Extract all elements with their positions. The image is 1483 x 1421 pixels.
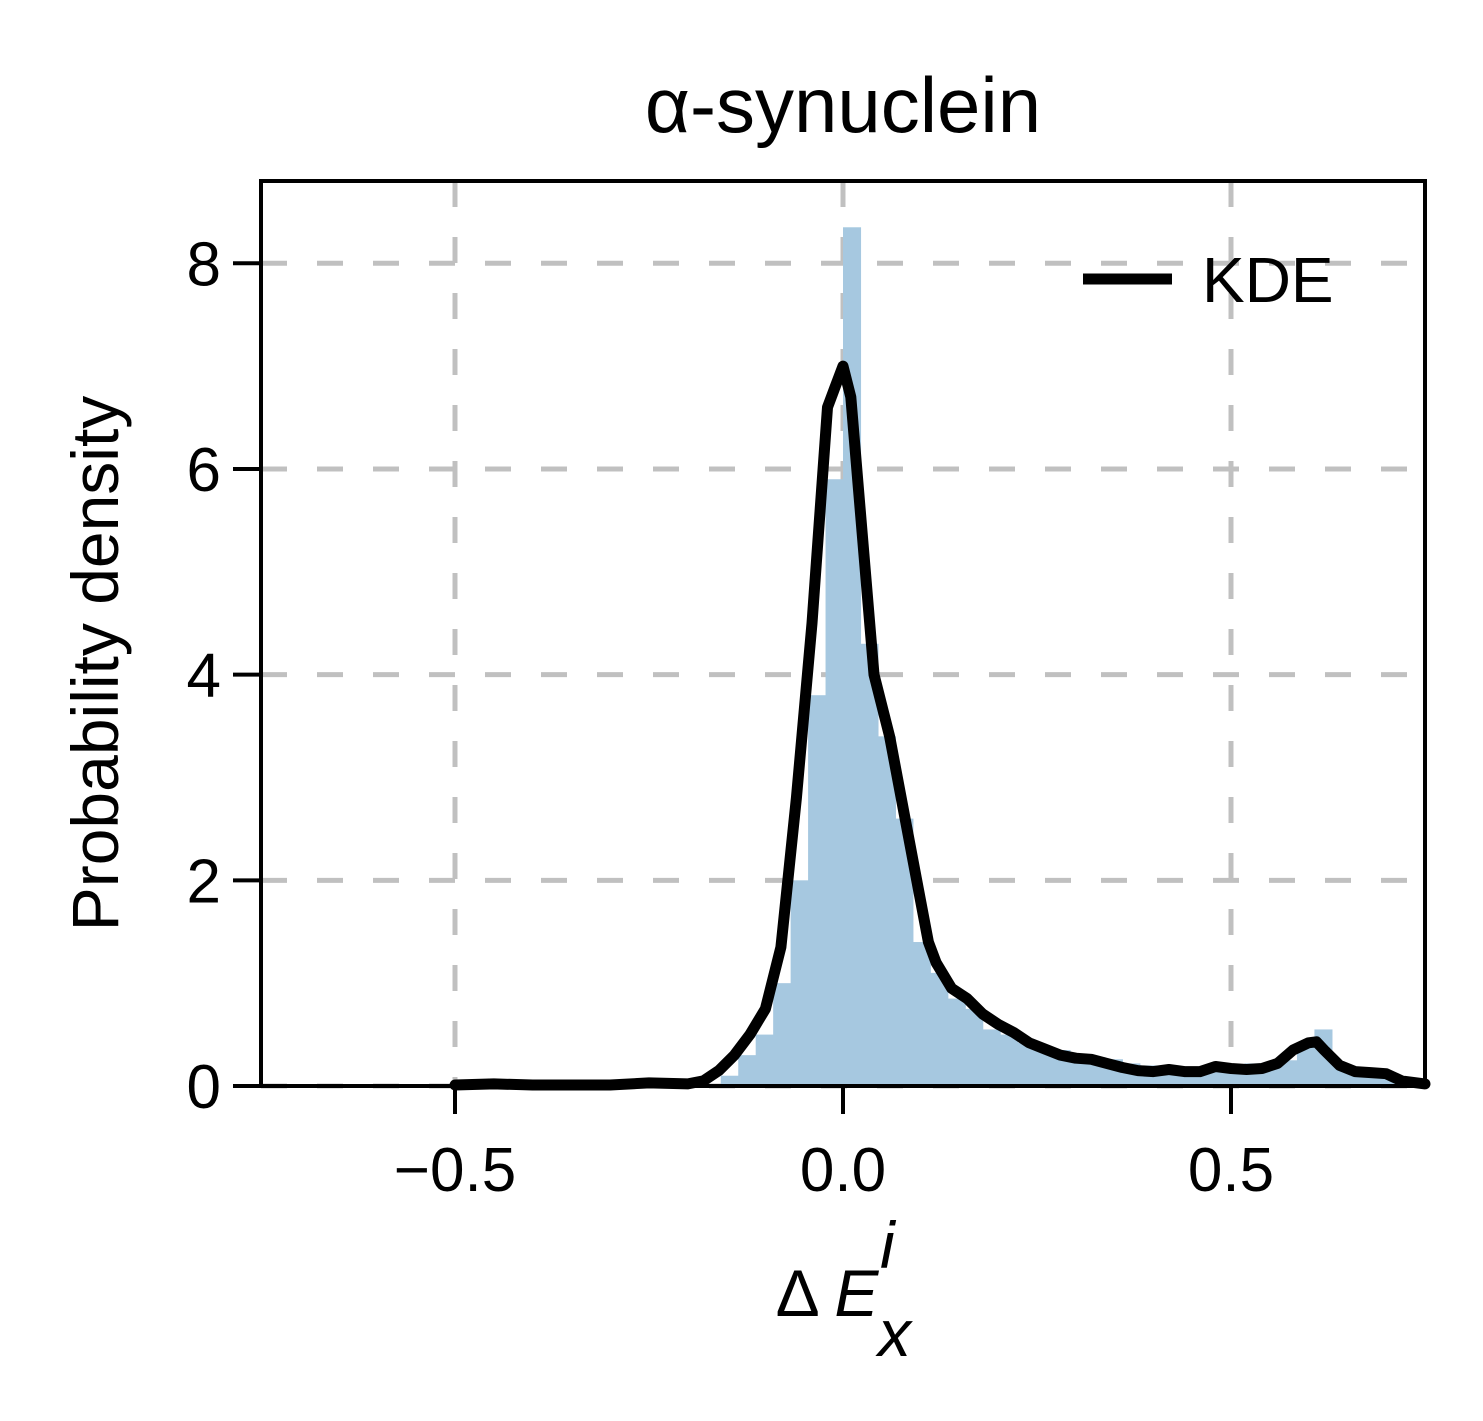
histogram-bar	[982, 1029, 1001, 1086]
y-tick-label-2: 4	[187, 642, 221, 711]
histogram-bar	[965, 1008, 984, 1086]
y-tick-label-1: 2	[187, 847, 221, 916]
histogram-bar	[773, 983, 792, 1086]
x-axis-label-subscript: x	[875, 1296, 913, 1370]
x-axis-label-symbol: Δ	[776, 1256, 819, 1330]
histogram-bar	[1349, 1075, 1368, 1086]
chart-title: α-synuclein	[645, 61, 1041, 149]
x-tick-label-0: −0.5	[394, 1136, 516, 1205]
histogram-bar	[790, 880, 809, 1086]
histogram-bar	[808, 695, 827, 1086]
histogram-bar	[720, 1075, 739, 1086]
histogram-bar	[895, 818, 914, 1086]
histogram-bar	[860, 643, 879, 1086]
histogram-bar	[930, 972, 949, 1086]
legend-label-kde: KDE	[1202, 244, 1334, 316]
histogram-bar	[1366, 1075, 1385, 1086]
histogram-bars	[720, 227, 1420, 1086]
legend: KDE	[1083, 244, 1334, 316]
histogram-bar	[825, 479, 844, 1086]
x-tick-label-2: 0.5	[1188, 1136, 1274, 1205]
histogram-bar	[947, 998, 966, 1086]
histogram-bar	[877, 736, 896, 1086]
x-axis-label-variable: E	[834, 1256, 879, 1330]
kde-series	[449, 360, 1431, 1091]
y-axis-label: Probability density	[58, 396, 132, 932]
histogram-bar	[1017, 1042, 1036, 1086]
histogram-bar	[1296, 1046, 1316, 1086]
x-axis-label-superscript: i	[880, 1208, 897, 1282]
histogram-bar	[1279, 1060, 1298, 1086]
y-tick-label-0: 0	[187, 1053, 221, 1122]
x-axis-label: Δ E	[776, 1256, 880, 1330]
kde-line	[449, 360, 1431, 1091]
y-tick-label-4: 8	[187, 230, 221, 299]
histogram-bar	[1000, 1034, 1019, 1086]
y-tick-label-3: 6	[187, 436, 221, 505]
x-tick-label-1: 0.0	[800, 1136, 886, 1205]
histogram-bar	[843, 227, 862, 1086]
histogram-bar	[912, 942, 931, 1086]
histogram-bar	[1035, 1046, 1054, 1086]
histogram-bar	[738, 1055, 757, 1086]
axis-ticks: −0.5 0.0 0.5 0 2 4 6 8	[187, 230, 1275, 1205]
histogram-bar	[755, 1034, 774, 1086]
